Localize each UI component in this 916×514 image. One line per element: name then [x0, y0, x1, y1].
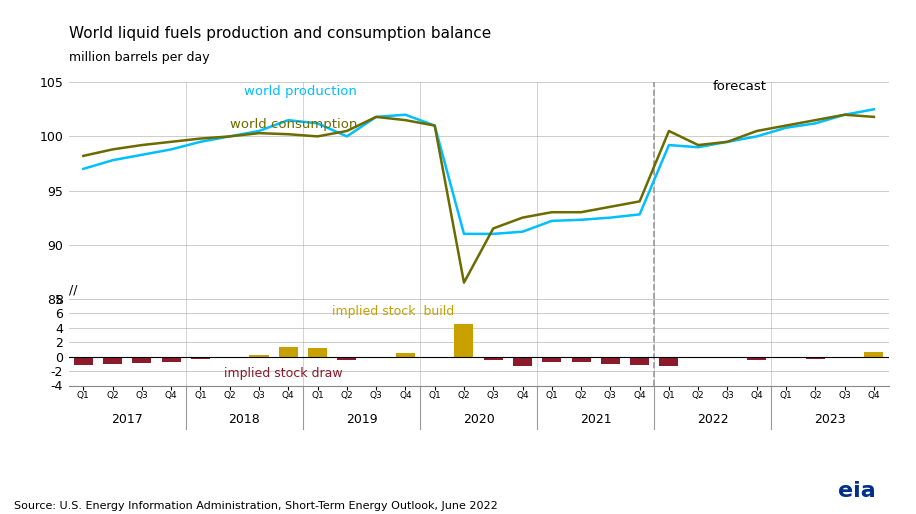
Text: 2020: 2020: [463, 413, 495, 426]
Text: 2021: 2021: [580, 413, 612, 426]
Text: 2019: 2019: [345, 413, 377, 426]
Text: world consumption: world consumption: [230, 118, 357, 131]
Bar: [396, 353, 415, 357]
Bar: [191, 357, 210, 359]
Text: forecast: forecast: [713, 80, 767, 93]
Text: 2018: 2018: [228, 413, 260, 426]
Bar: [660, 357, 679, 366]
Text: 2023: 2023: [814, 413, 845, 426]
Text: eia: eia: [837, 481, 876, 501]
Text: World liquid fuels production and consumption balance: World liquid fuels production and consum…: [69, 26, 491, 41]
Bar: [308, 348, 327, 357]
Bar: [104, 357, 122, 364]
Bar: [454, 324, 474, 357]
Text: implied stock draw: implied stock draw: [224, 367, 343, 380]
Bar: [630, 357, 649, 365]
Bar: [601, 357, 620, 364]
Bar: [542, 357, 562, 362]
Bar: [865, 352, 883, 357]
Bar: [133, 357, 151, 363]
Bar: [337, 357, 356, 360]
Bar: [572, 357, 591, 362]
Bar: [689, 357, 708, 358]
Bar: [161, 357, 180, 362]
Bar: [777, 357, 796, 358]
Bar: [278, 347, 298, 357]
Bar: [74, 357, 93, 365]
Bar: [806, 357, 824, 359]
Text: 2017: 2017: [112, 413, 143, 426]
Text: 2022: 2022: [697, 413, 728, 426]
Bar: [249, 355, 268, 357]
Text: //: //: [70, 284, 78, 297]
Bar: [484, 357, 503, 360]
Text: million barrels per day: million barrels per day: [69, 51, 210, 64]
Bar: [513, 357, 532, 366]
Text: world production: world production: [245, 85, 357, 99]
Bar: [747, 357, 767, 360]
Text: implied stock  build: implied stock build: [333, 305, 454, 318]
Text: Source: U.S. Energy Information Administration, Short-Term Energy Outlook, June : Source: U.S. Energy Information Administ…: [14, 501, 497, 511]
